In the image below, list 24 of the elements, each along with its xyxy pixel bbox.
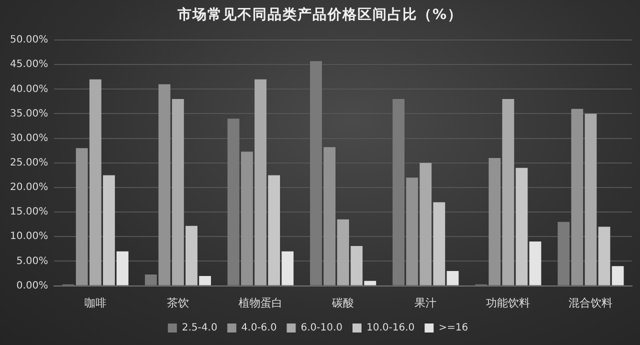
x-tick-label: 果汁 bbox=[414, 296, 437, 310]
y-tick-label: 40.00% bbox=[10, 84, 48, 95]
legend-label: 4.0-6.0 bbox=[241, 322, 277, 334]
y-tick-label: 0.00% bbox=[16, 280, 48, 292]
x-tick-label: 碳酸 bbox=[331, 296, 354, 310]
y-tick-label: 5.00% bbox=[16, 256, 48, 267]
x-tick-label: 功能饮料 bbox=[486, 296, 530, 310]
y-tick-label: 30.00% bbox=[10, 132, 48, 144]
x-tick-label: 茶饮 bbox=[166, 296, 189, 310]
legend-label: 10.0-16.0 bbox=[366, 322, 415, 334]
x-tick-label: 植物蛋白 bbox=[238, 296, 283, 310]
y-tick-label: 45.00% bbox=[10, 59, 48, 70]
y-tick-label: 50.00% bbox=[10, 34, 48, 46]
y-tick-label: 20.00% bbox=[10, 182, 48, 194]
y-tick-label: 10.00% bbox=[10, 231, 48, 242]
y-tick-label: 35.00% bbox=[10, 108, 48, 120]
legend-label: 2.5-4.0 bbox=[182, 322, 218, 334]
x-tick-label: 咖啡 bbox=[84, 296, 106, 310]
y-tick-label: 15.00% bbox=[10, 206, 48, 218]
legend-label: 6.0-10.0 bbox=[300, 322, 342, 334]
legend-label: >=16 bbox=[438, 322, 468, 334]
x-tick-label: 混合饮料 bbox=[568, 296, 613, 310]
y-tick-label: 25.00% bbox=[10, 157, 48, 168]
chart-title: 市场常见不同品类产品价格区间占比（%） bbox=[176, 6, 464, 24]
